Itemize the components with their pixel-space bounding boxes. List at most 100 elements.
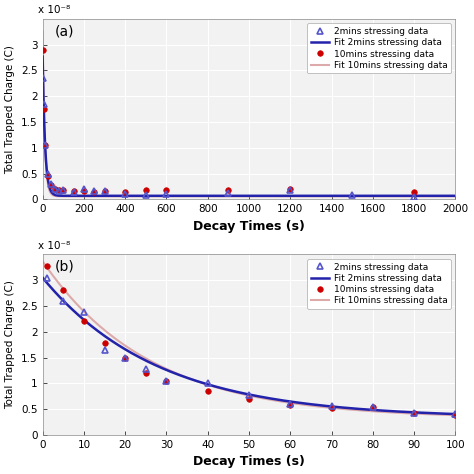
2mins stressing data	[60, 298, 66, 304]
2mins stressing data	[41, 101, 46, 107]
10mins stressing data	[287, 186, 293, 192]
2mins stressing data	[164, 191, 169, 197]
X-axis label: Decay Times (s): Decay Times (s)	[193, 220, 305, 233]
2mins stressing data	[143, 366, 149, 372]
10mins stressing data	[48, 182, 54, 188]
10mins stressing data	[122, 355, 128, 361]
Fit 10mins stressing data	[87, 193, 92, 199]
2mins stressing data	[411, 194, 417, 200]
Fit 10mins stressing data	[400, 410, 406, 416]
Y-axis label: Total Trapped Charge (C): Total Trapped Charge (C)	[6, 280, 16, 409]
10mins stressing data	[246, 396, 252, 402]
2mins stressing data	[48, 181, 54, 187]
Fit 10mins stressing data	[445, 193, 450, 199]
2mins stressing data	[56, 188, 62, 194]
10mins stressing data	[164, 187, 169, 192]
2mins stressing data	[60, 187, 66, 193]
10mins stressing data	[143, 187, 149, 193]
10mins stressing data	[101, 188, 107, 194]
Fit 2mins stressing data	[216, 193, 222, 199]
Line: Fit 10mins stressing data: Fit 10mins stressing data	[43, 261, 456, 415]
10mins stressing data	[81, 318, 87, 323]
Line: Fit 2mins stressing data: Fit 2mins stressing data	[43, 57, 456, 196]
10mins stressing data	[411, 189, 417, 194]
Line: Fit 2mins stressing data: Fit 2mins stressing data	[43, 278, 456, 414]
Fit 2mins stressing data	[216, 384, 222, 390]
Line: 2mins stressing data: 2mins stressing data	[43, 274, 459, 418]
Fit 10mins stressing data	[111, 335, 117, 341]
Legend: 2mins stressing data, Fit 2mins stressing data, 10mins stressing data, Fit 10min: 2mins stressing data, Fit 2mins stressin…	[307, 23, 451, 73]
Fit 2mins stressing data	[141, 193, 146, 199]
2mins stressing data	[122, 355, 128, 361]
10mins stressing data	[143, 370, 149, 376]
Fit 2mins stressing data	[111, 340, 117, 346]
2mins stressing data	[122, 191, 128, 197]
Text: (b): (b)	[55, 260, 75, 274]
2mins stressing data	[45, 171, 51, 176]
2mins stressing data	[205, 381, 210, 386]
Fit 2mins stressing data	[453, 193, 458, 199]
Fit 10mins stressing data	[198, 380, 204, 385]
Fit 10mins stressing data	[445, 412, 450, 418]
2mins stressing data	[246, 392, 252, 398]
Y-axis label: Total Trapped Charge (C): Total Trapped Charge (C)	[6, 45, 16, 173]
Line: 10mins stressing data: 10mins stressing data	[44, 263, 458, 418]
10mins stressing data	[453, 412, 458, 418]
2mins stressing data	[81, 310, 87, 315]
Fit 2mins stressing data	[400, 193, 406, 199]
Fit 10mins stressing data	[111, 193, 117, 199]
2mins stressing data	[453, 411, 458, 417]
10mins stressing data	[370, 404, 376, 410]
Fit 10mins stressing data	[216, 193, 222, 199]
2mins stressing data	[71, 189, 76, 194]
Fit 2mins stressing data	[198, 193, 204, 199]
Legend: 2mins stressing data, Fit 2mins stressing data, 10mins stressing data, Fit 10min: 2mins stressing data, Fit 2mins stressin…	[307, 259, 451, 309]
2mins stressing data	[143, 192, 149, 198]
10mins stressing data	[122, 189, 128, 194]
Line: Fit 10mins stressing data: Fit 10mins stressing data	[43, 31, 456, 196]
10mins stressing data	[287, 402, 293, 408]
X-axis label: Decay Times (s): Decay Times (s)	[193, 456, 305, 468]
Fit 10mins stressing data	[40, 28, 46, 34]
Fit 2mins stressing data	[198, 380, 204, 385]
Line: 10mins stressing data: 10mins stressing data	[40, 47, 417, 194]
10mins stressing data	[71, 188, 76, 193]
Fit 10mins stressing data	[87, 314, 92, 320]
2mins stressing data	[91, 188, 97, 193]
Fit 2mins stressing data	[445, 411, 450, 417]
Text: x 10⁻⁸: x 10⁻⁸	[38, 241, 71, 251]
2mins stressing data	[42, 142, 48, 148]
Fit 2mins stressing data	[453, 411, 458, 417]
Fit 2mins stressing data	[111, 193, 117, 199]
2mins stressing data	[287, 401, 293, 407]
10mins stressing data	[226, 187, 231, 193]
Text: x 10⁻⁸: x 10⁻⁸	[38, 5, 71, 15]
10mins stressing data	[81, 188, 87, 193]
10mins stressing data	[42, 142, 48, 148]
2mins stressing data	[44, 275, 50, 281]
2mins stressing data	[287, 187, 293, 193]
Line: 2mins stressing data: 2mins stressing data	[39, 75, 418, 201]
2mins stressing data	[370, 404, 376, 410]
Fit 10mins stressing data	[453, 193, 458, 199]
Fit 10mins stressing data	[400, 193, 406, 199]
10mins stressing data	[101, 340, 107, 346]
2mins stressing data	[349, 192, 355, 198]
10mins stressing data	[60, 287, 66, 292]
Fit 2mins stressing data	[40, 275, 46, 281]
2mins stressing data	[81, 186, 87, 192]
2mins stressing data	[101, 347, 107, 353]
2mins stressing data	[411, 410, 417, 416]
Fit 10mins stressing data	[124, 193, 130, 199]
Fit 2mins stressing data	[400, 409, 406, 415]
Fit 10mins stressing data	[453, 412, 458, 418]
2mins stressing data	[328, 403, 334, 409]
Fit 2mins stressing data	[40, 54, 46, 60]
Fit 2mins stressing data	[87, 193, 92, 199]
10mins stressing data	[411, 410, 417, 416]
Fit 2mins stressing data	[445, 193, 450, 199]
2mins stressing data	[164, 378, 169, 384]
2mins stressing data	[40, 75, 46, 81]
Text: (a): (a)	[55, 24, 74, 38]
2mins stressing data	[52, 186, 58, 192]
